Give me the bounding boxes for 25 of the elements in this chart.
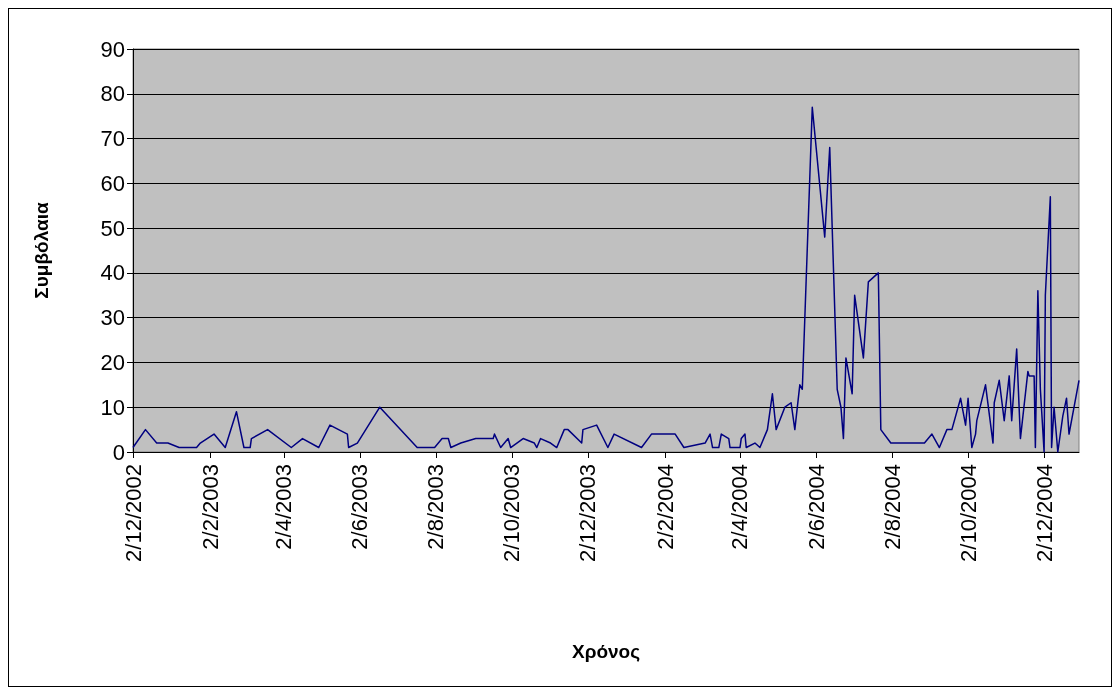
x-tick-label: 2/4/2004	[727, 464, 753, 550]
x-tick-label: 2/6/2003	[347, 464, 373, 550]
y-tick-label: 70	[100, 126, 125, 152]
y-tick-label: 30	[100, 305, 125, 331]
y-tick-label: 0	[112, 439, 125, 465]
y-tick-label: 90	[100, 36, 125, 62]
y-tick-label: 40	[100, 260, 125, 286]
x-tick-label: 2/10/2004	[955, 464, 981, 562]
y-axis-title: Συμβόλαια	[31, 202, 52, 299]
x-tick-label: 2/2/2003	[197, 464, 223, 550]
x-tick-label: 2/2/2004	[652, 464, 678, 550]
x-tick-label: 2/8/2004	[879, 464, 905, 550]
y-tick-label: 60	[100, 170, 125, 196]
y-tick-label: 50	[100, 215, 125, 241]
x-tick-label: 2/8/2003	[423, 464, 449, 550]
x-axis-title: Χρόνος	[571, 641, 641, 662]
x-tick-label: 2/12/2004	[1031, 464, 1057, 562]
x-tick-label: 2/12/2002	[120, 464, 146, 562]
x-tick-label: 2/6/2004	[803, 464, 829, 550]
x-tick-label: 2/10/2003	[499, 464, 525, 562]
x-tick-label: 2/4/2003	[271, 464, 297, 550]
y-tick-label: 80	[100, 81, 125, 107]
x-tick-label: 2/12/2003	[575, 464, 601, 562]
y-tick-label: 10	[100, 394, 125, 420]
y-tick-label: 20	[100, 349, 125, 375]
